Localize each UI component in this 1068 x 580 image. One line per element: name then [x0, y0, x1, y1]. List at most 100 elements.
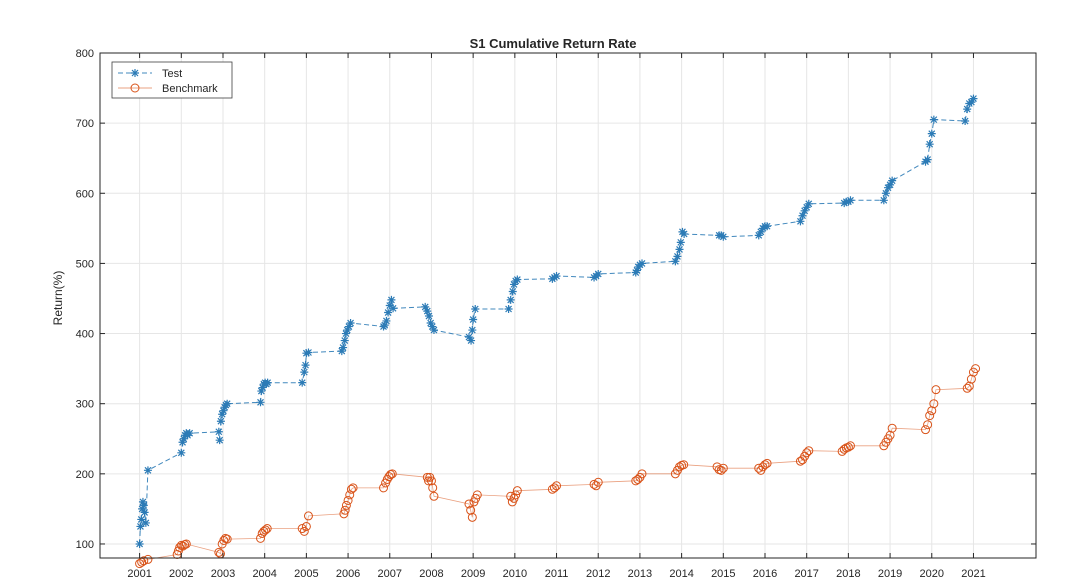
test-point [424, 312, 433, 321]
benchmark-point [341, 500, 351, 510]
benchmark-point [925, 411, 935, 421]
chart-title: S1 Cumulative Return Rate [470, 36, 637, 51]
test-point [680, 229, 689, 238]
benchmark-point [593, 477, 603, 487]
benchmark-point [637, 469, 647, 479]
test-point [800, 206, 809, 215]
test-point [339, 343, 348, 352]
benchmark-point [716, 465, 726, 475]
benchmark-point [340, 505, 350, 515]
legend-label: Benchmark [162, 83, 218, 95]
benchmark-point [472, 490, 482, 500]
x-tick-label: 2007 [378, 568, 402, 580]
benchmark-point [428, 483, 438, 493]
test-point [185, 429, 194, 438]
test-series [135, 94, 978, 548]
test-point [137, 515, 146, 524]
test-point [925, 140, 934, 149]
test-point [631, 268, 640, 277]
benchmark-point [966, 374, 976, 384]
test-point [389, 304, 398, 313]
test-point [304, 348, 313, 357]
benchmark-point [299, 526, 309, 536]
x-tick-label: 2015 [711, 568, 735, 580]
test-point [929, 115, 938, 124]
benchmark-point [921, 425, 931, 435]
test-point [927, 129, 936, 138]
benchmark-point [718, 463, 728, 473]
benchmark-point [379, 483, 389, 493]
test-point [343, 326, 352, 335]
test-point [506, 295, 515, 304]
test-point [385, 301, 394, 310]
test-point [467, 336, 476, 345]
benchmark-point [929, 399, 939, 409]
legend-item-test: Test [118, 68, 182, 80]
benchmark-point [552, 481, 562, 491]
benchmark-point [512, 486, 522, 496]
test-point [510, 280, 519, 289]
x-tick-label: 2021 [961, 568, 985, 580]
test-point [423, 307, 432, 316]
test-point [969, 94, 978, 103]
test-point [638, 259, 647, 268]
test-point [300, 368, 309, 377]
test-point [967, 98, 976, 107]
test-point [214, 427, 223, 436]
benchmark-point [511, 490, 521, 500]
benchmark-point [346, 484, 356, 494]
benchmark-point [679, 460, 689, 470]
benchmark-point [259, 526, 269, 536]
test-point [754, 231, 763, 240]
benchmark-point [301, 521, 311, 531]
test-point [633, 266, 642, 275]
test-point [798, 211, 807, 220]
test-point [796, 217, 805, 226]
test-point [421, 302, 430, 311]
benchmark-point [139, 556, 149, 566]
benchmark-point [143, 554, 153, 564]
x-tick-label: 2003 [211, 568, 235, 580]
benchmark-point [971, 364, 981, 374]
test-point [219, 406, 228, 415]
test-point [719, 232, 728, 241]
test-point [340, 336, 349, 345]
grid [100, 52, 1036, 558]
x-tick-label: 2019 [878, 568, 902, 580]
test-point [131, 69, 139, 77]
test-point [179, 434, 188, 443]
y-tick-label: 100 [76, 539, 94, 551]
benchmark-point [181, 539, 191, 549]
benchmark-point [589, 479, 599, 489]
test-point [804, 199, 813, 208]
y-tick-label: 800 [76, 48, 94, 60]
benchmark-point [923, 420, 933, 430]
benchmark-point [467, 512, 477, 522]
test-point [508, 287, 517, 296]
test-point [298, 378, 307, 387]
axes: 2001 2002 2003 2004 2005 2006 2007 2008 2009 2010… [76, 48, 1037, 580]
benchmark-point [927, 406, 937, 416]
test-point [341, 329, 350, 338]
test-point [552, 272, 561, 281]
test-point [136, 522, 145, 531]
test-point [886, 180, 895, 189]
x-tick-label: 2006 [336, 568, 360, 580]
y-tick-label: 400 [76, 329, 94, 341]
test-point [471, 305, 480, 314]
test-point [888, 176, 897, 185]
test-point [380, 321, 389, 330]
benchmark-point [464, 499, 474, 509]
test-point [302, 349, 311, 358]
test-point [961, 117, 970, 126]
x-tick-label: 2001 [127, 568, 151, 580]
test-point [923, 155, 932, 164]
test-point [763, 222, 772, 231]
test-point [756, 227, 765, 236]
test-point [258, 383, 267, 392]
test-point [257, 387, 266, 396]
benchmark-point [466, 505, 476, 515]
benchmark-point [760, 460, 770, 470]
legend-box [111, 61, 233, 99]
benchmark-point [343, 495, 353, 505]
